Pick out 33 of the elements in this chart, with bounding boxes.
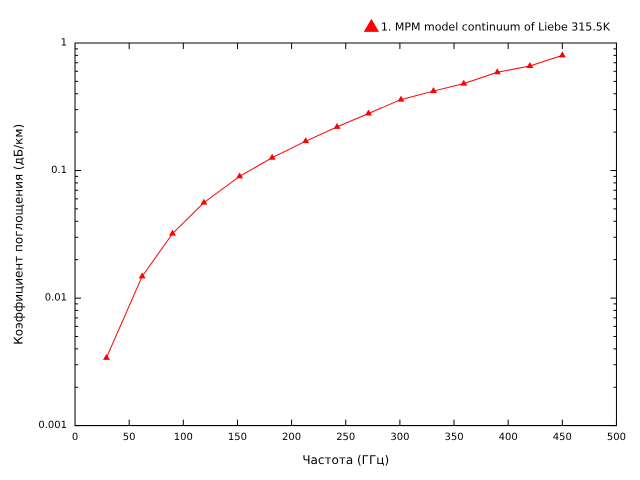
point [398, 96, 404, 102]
point [169, 230, 176, 236]
x-tick-label: 150 [228, 432, 248, 444]
point [526, 62, 533, 68]
point [494, 68, 500, 74]
point [559, 52, 566, 58]
point [236, 172, 243, 178]
x-tick-label: 350 [444, 432, 464, 444]
x-tick-label: 450 [552, 432, 572, 444]
point [302, 138, 309, 144]
y-tick-label: 0.01 [44, 292, 68, 304]
x-axis-title: Частота (ГГц) [302, 452, 390, 467]
y-tick-label: 1 [60, 38, 68, 49]
y-tick-label: 0.1 [51, 165, 68, 176]
point [139, 272, 146, 278]
x-tick-label: 500 [606, 432, 626, 444]
x-tick-label: 200 [282, 432, 302, 444]
x-tick-label: 250 [336, 432, 356, 444]
y-axis-title: Коэффициент поглощения (дБ/км) [11, 124, 26, 345]
point [430, 88, 437, 94]
x-tick-label: 100 [174, 432, 193, 444]
x-tick-label: 0 [72, 432, 78, 444]
y-tick-label: 0.001 [38, 420, 68, 432]
point [103, 354, 110, 360]
legend-label: 1. MPM model continuum of Liebe 315.5K [380, 20, 611, 34]
point [200, 199, 207, 205]
point [460, 80, 467, 86]
x-tick-label: 400 [498, 432, 518, 444]
point [334, 123, 340, 129]
point [269, 154, 276, 160]
point [365, 110, 372, 116]
x-tick-label: 50 [122, 432, 136, 444]
x-tick-label: 300 [390, 432, 410, 444]
